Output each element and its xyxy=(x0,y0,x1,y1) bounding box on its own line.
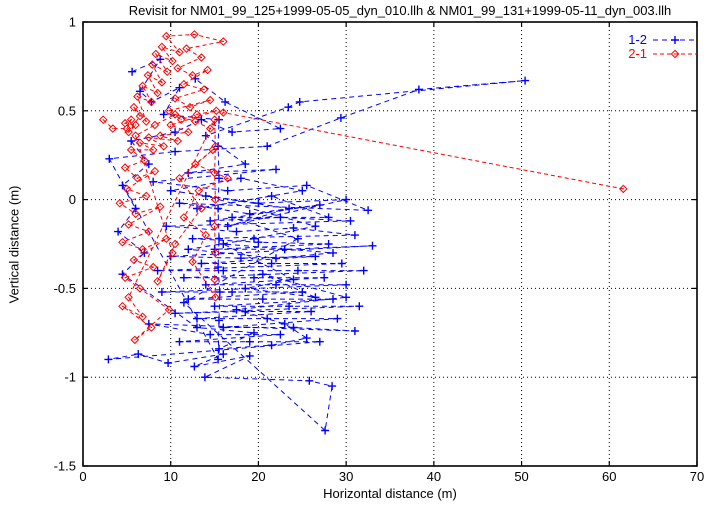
tick-marks xyxy=(82,21,698,467)
y-tick-label: -0.5 xyxy=(54,281,76,296)
x-tick-label: 50 xyxy=(514,469,528,484)
x-axis-label: Horizontal distance (m) xyxy=(323,486,457,501)
legend-sample-line-2-1 xyxy=(653,49,697,59)
series-markers-2-1 xyxy=(98,30,628,345)
x-tick-label: 40 xyxy=(427,469,441,484)
legend-item-2-1: 2-1 xyxy=(594,47,698,61)
legend: 1-2 2-1 xyxy=(594,33,698,61)
y-tick-label: -1.5 xyxy=(54,459,76,474)
x-tick-label: 30 xyxy=(339,469,353,484)
series-markers-1-2 xyxy=(104,55,530,435)
diamond-marker-icon xyxy=(670,49,680,59)
x-tick-label: 20 xyxy=(251,469,265,484)
x-tick-label: 10 xyxy=(163,469,177,484)
chart-title: Revisit for NM01_99_125+1999-05-05_dyn_0… xyxy=(128,3,672,18)
x-tick-labels: 0 10 20 30 40 50 60 70 xyxy=(79,469,704,484)
y-tick-label: 0.5 xyxy=(58,103,76,118)
y-tick-label: 1 xyxy=(69,15,76,30)
legend-item-1-2: 1-2 xyxy=(594,33,698,47)
y-tick-label: -1 xyxy=(64,370,76,385)
y-tick-labels: 1 0.5 0 -0.5 -1 -1.5 xyxy=(54,15,76,474)
legend-label-1-2: 1-2 xyxy=(628,32,647,47)
legend-label-2-1: 2-1 xyxy=(628,46,647,61)
x-tick-label: 0 xyxy=(79,469,86,484)
plus-marker-icon xyxy=(671,36,679,44)
legend-sample-line-1-2 xyxy=(653,36,697,44)
plot-border xyxy=(82,21,698,467)
y-tick-label: 0 xyxy=(69,192,76,207)
series-line-2-1 xyxy=(102,33,624,341)
x-tick-label: 70 xyxy=(690,469,704,484)
x-tick-label: 60 xyxy=(602,469,616,484)
series-line-1-2 xyxy=(108,58,526,432)
